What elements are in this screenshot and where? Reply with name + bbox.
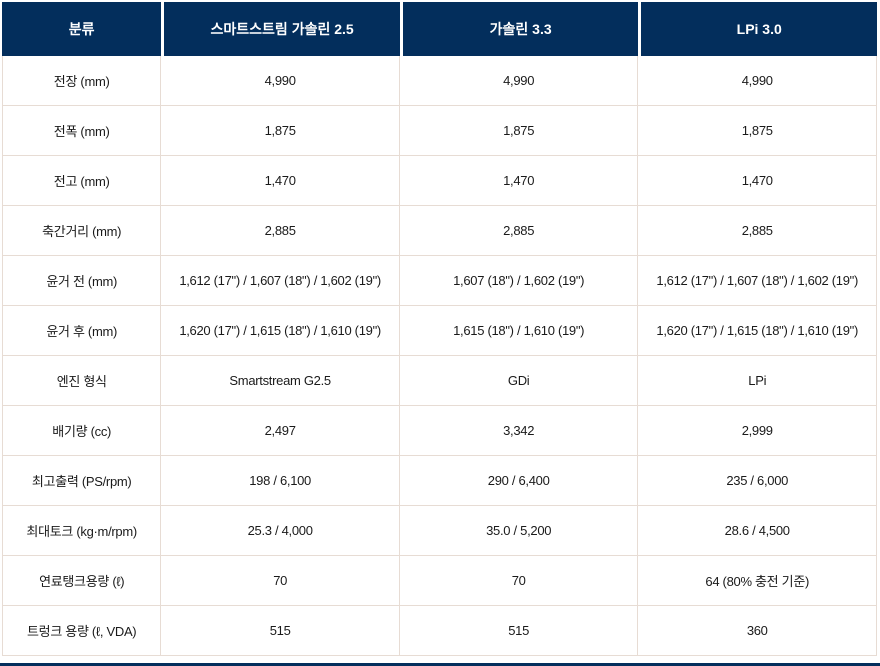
spec-cell: 1,875 [638, 106, 877, 156]
row-label-fuel-tank-capacity: 연료탱크용량 (ℓ) [2, 556, 162, 606]
table-row: 트렁크 용량 (ℓ, VDA) 515 515 360 [2, 606, 877, 656]
spec-cell: 1,612 (17") / 1,607 (18") / 1,602 (19") [638, 256, 877, 306]
table-row: 축간거리 (mm) 2,885 2,885 2,885 [2, 206, 877, 256]
table-row: 배기량 (cc) 2,497 3,342 2,999 [2, 406, 877, 456]
header-row: 분류 스마트스트림 가솔린 2.5 가솔린 3.3 LPi 3.0 [2, 2, 877, 56]
table-bottom-accent-bar [0, 663, 880, 666]
spec-cell: 70 [161, 556, 400, 606]
row-label-overall-width: 전폭 (mm) [2, 106, 162, 156]
table-row: 전고 (mm) 1,470 1,470 1,470 [2, 156, 877, 206]
row-label-overall-height: 전고 (mm) [2, 156, 162, 206]
spec-cell: 2,885 [399, 206, 639, 256]
row-label-trunk-capacity: 트렁크 용량 (ℓ, VDA) [2, 606, 162, 656]
column-header-gasoline-3-3: 가솔린 3.3 [399, 2, 639, 56]
table-row: 연료탱크용량 (ℓ) 70 70 64 (80% 충전 기준) [2, 556, 877, 606]
spec-cell: 1,620 (17") / 1,615 (18") / 1,610 (19") [161, 306, 400, 356]
column-header-lpi-3-0: LPi 3.0 [638, 2, 877, 56]
column-header-category: 분류 [2, 2, 162, 56]
spec-cell: 290 / 6,400 [399, 456, 639, 506]
row-label-max-power: 최고출력 (PS/rpm) [2, 456, 162, 506]
spec-cell: 1,620 (17") / 1,615 (18") / 1,610 (19") [638, 306, 877, 356]
spec-cell: LPi [638, 356, 877, 406]
table-row: 윤거 후 (mm) 1,620 (17") / 1,615 (18") / 1,… [2, 306, 877, 356]
table-row: 윤거 전 (mm) 1,612 (17") / 1,607 (18") / 1,… [2, 256, 877, 306]
row-label-engine-type: 엔진 형식 [2, 356, 162, 406]
spec-cell: 4,990 [638, 56, 877, 106]
spec-cell: GDi [399, 356, 639, 406]
column-header-smartstream-gasoline-2-5: 스마트스트림 가솔린 2.5 [161, 2, 400, 56]
table-row: 최대토크 (kg·m/rpm) 25.3 / 4,000 35.0 / 5,20… [2, 506, 877, 556]
row-label-front-tread: 윤거 전 (mm) [2, 256, 162, 306]
table-row: 최고출력 (PS/rpm) 198 / 6,100 290 / 6,400 23… [2, 456, 877, 506]
spec-cell: 2,885 [638, 206, 877, 256]
vehicle-spec-table: 분류 스마트스트림 가솔린 2.5 가솔린 3.3 LPi 3.0 전장 (mm… [2, 2, 877, 656]
spec-cell: 515 [399, 606, 639, 656]
spec-cell: 25.3 / 4,000 [161, 506, 400, 556]
spec-cell: 1,875 [399, 106, 639, 156]
row-label-displacement: 배기량 (cc) [2, 406, 162, 456]
table-row: 전장 (mm) 4,990 4,990 4,990 [2, 56, 877, 106]
spec-cell: 1,607 (18") / 1,602 (19") [399, 256, 639, 306]
table-row: 전폭 (mm) 1,875 1,875 1,875 [2, 106, 877, 156]
spec-cell: 2,497 [161, 406, 400, 456]
spec-cell: 3,342 [399, 406, 639, 456]
spec-cell: 1,612 (17") / 1,607 (18") / 1,602 (19") [161, 256, 400, 306]
spec-cell: 1,470 [638, 156, 877, 206]
spec-cell: 1,615 (18") / 1,610 (19") [399, 306, 639, 356]
spec-cell: 64 (80% 충전 기준) [638, 556, 877, 606]
spec-cell: 1,470 [161, 156, 400, 206]
spec-cell: 2,885 [161, 206, 400, 256]
spec-cell: 235 / 6,000 [638, 456, 877, 506]
row-label-wheelbase: 축간거리 (mm) [2, 206, 162, 256]
spec-cell: 70 [399, 556, 639, 606]
spec-cell: 1,470 [399, 156, 639, 206]
spec-cell: 360 [638, 606, 877, 656]
spec-cell: 515 [161, 606, 400, 656]
spec-cell: 198 / 6,100 [161, 456, 400, 506]
row-label-max-torque: 최대토크 (kg·m/rpm) [2, 506, 162, 556]
spec-cell: 35.0 / 5,200 [399, 506, 639, 556]
spec-cell: 2,999 [638, 406, 877, 456]
spec-cell: 4,990 [399, 56, 639, 106]
row-label-overall-length: 전장 (mm) [2, 56, 162, 106]
spec-cell: Smartstream G2.5 [161, 356, 400, 406]
spec-cell: 4,990 [161, 56, 400, 106]
spec-cell: 1,875 [161, 106, 400, 156]
spec-cell: 28.6 / 4,500 [638, 506, 877, 556]
row-label-rear-tread: 윤거 후 (mm) [2, 306, 162, 356]
table-row: 엔진 형식 Smartstream G2.5 GDi LPi [2, 356, 877, 406]
